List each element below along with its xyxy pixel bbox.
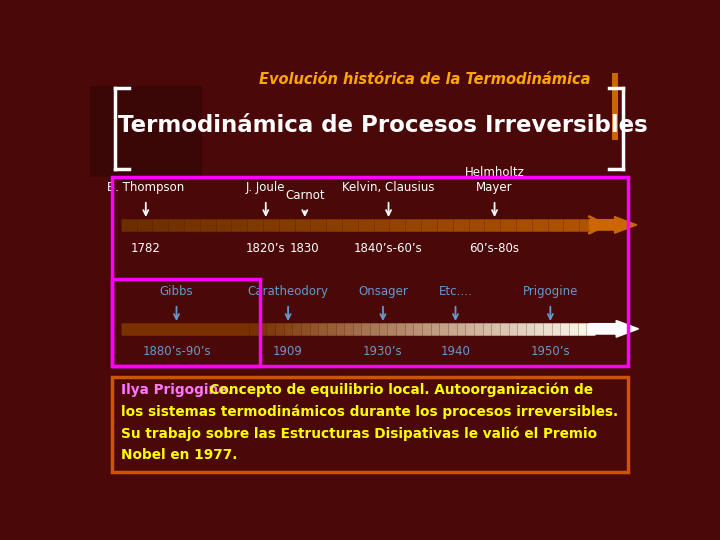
Text: Ilya Prigogine.: Ilya Prigogine.: [121, 383, 233, 397]
Text: los sistemas termodinámicos durante los procesos irreversibles.: los sistemas termodinámicos durante los …: [121, 404, 618, 419]
Text: 1830: 1830: [290, 241, 320, 254]
Text: Prigogine: Prigogine: [523, 285, 578, 298]
Bar: [612, 73, 618, 140]
Text: 1909: 1909: [273, 346, 303, 359]
Bar: [112, 377, 629, 472]
Text: 1840’s-60’s: 1840’s-60’s: [354, 241, 423, 254]
Text: Carnot: Carnot: [285, 189, 325, 202]
Text: B. Thompson: B. Thompson: [107, 181, 184, 194]
Text: 1950’s: 1950’s: [531, 346, 570, 359]
FancyArrow shape: [590, 217, 637, 233]
Text: Kelvin, Clausius: Kelvin, Clausius: [342, 181, 435, 194]
Text: J. Joule: J. Joule: [246, 181, 286, 194]
Bar: [112, 279, 260, 366]
FancyArrow shape: [590, 321, 639, 337]
Text: Caratheodory: Caratheodory: [248, 285, 328, 298]
Bar: [112, 177, 629, 366]
Text: 1940: 1940: [441, 346, 470, 359]
Bar: [90, 85, 202, 177]
Text: Etc….: Etc….: [438, 285, 472, 298]
Text: Helmholtz
Mayer: Helmholtz Mayer: [464, 166, 524, 194]
Text: 1930’s: 1930’s: [363, 346, 402, 359]
Text: Nobel en 1977.: Nobel en 1977.: [121, 448, 237, 462]
Text: Termodinámica de Procesos Irreversibles: Termodinámica de Procesos Irreversibles: [118, 113, 648, 137]
Text: 1880’s-90’s: 1880’s-90’s: [142, 346, 211, 359]
Text: 1820’s: 1820’s: [246, 241, 286, 254]
Text: Su trabajo sobre las Estructuras Disipativas le valió el Premio: Su trabajo sobre las Estructuras Disipat…: [121, 426, 597, 441]
Text: Concepto de equilibrio local. Autoorganización de: Concepto de equilibrio local. Autoorgani…: [200, 383, 593, 397]
Text: Evolución histórica de la Termodinámica: Evolución histórica de la Termodinámica: [259, 72, 590, 87]
Text: Gibbs: Gibbs: [160, 285, 193, 298]
Text: 60’s-80s: 60’s-80s: [469, 241, 520, 254]
Text: Onsager: Onsager: [358, 285, 408, 298]
Text: 1782: 1782: [131, 241, 161, 254]
